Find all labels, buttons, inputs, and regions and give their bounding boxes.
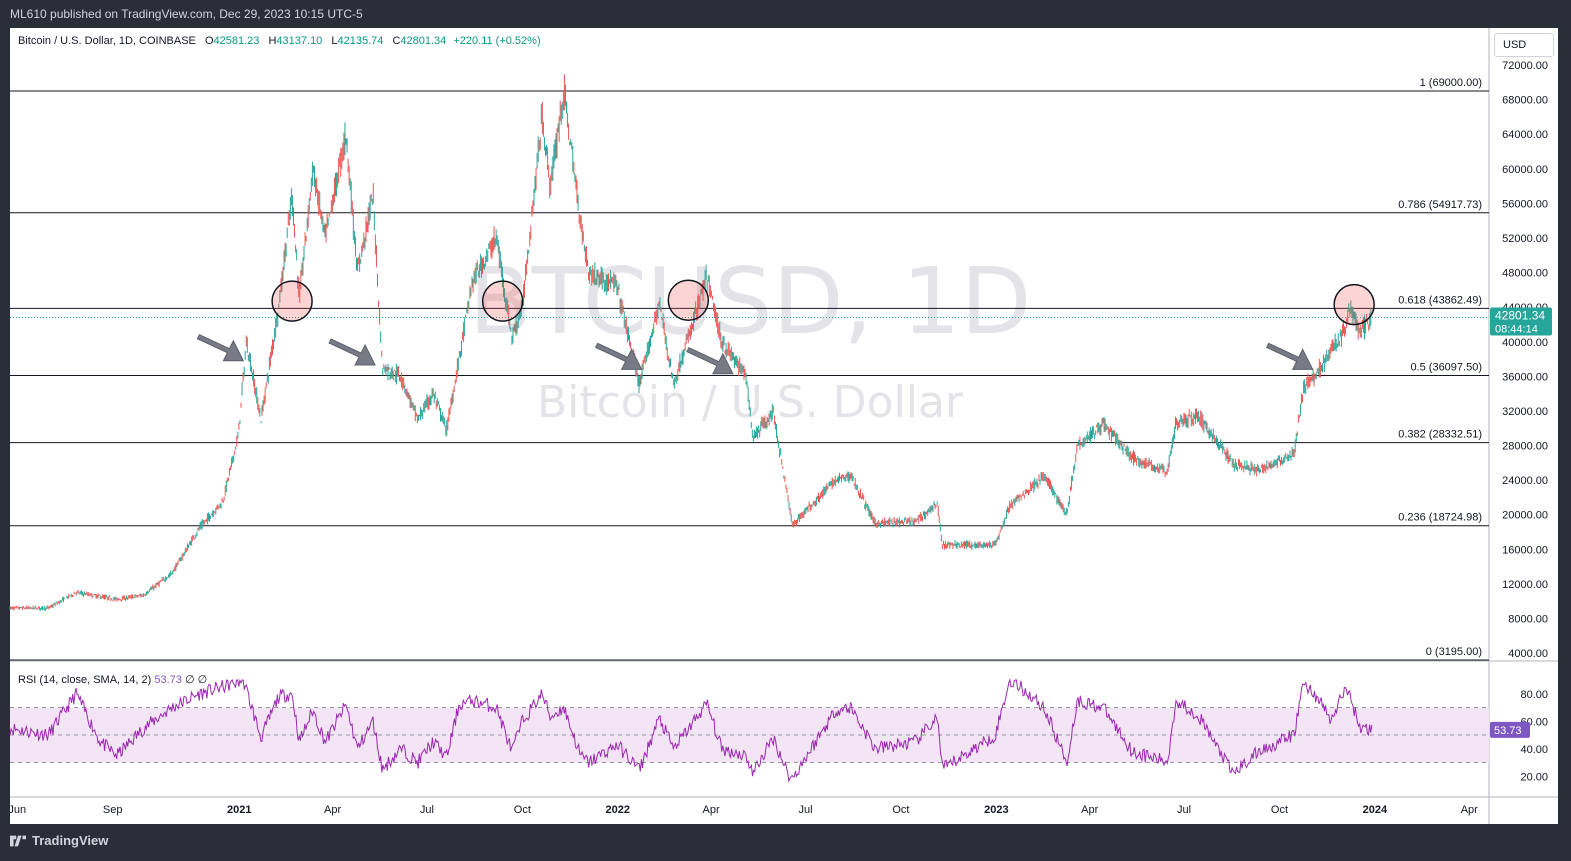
annotation-arrow — [594, 342, 643, 370]
high-value: 43137.10 — [276, 35, 323, 47]
price-tick-label: 16000.00 — [1502, 544, 1548, 556]
time-tick-label: Apr — [703, 804, 720, 816]
rsi-tick-label: 80.00 — [1520, 689, 1548, 701]
high-label: H — [268, 35, 277, 47]
arrow-shape — [328, 338, 376, 366]
tradingview-logo-icon — [10, 835, 26, 846]
price-tick-label: 12000.00 — [1502, 579, 1548, 591]
highlight-circle — [667, 279, 710, 322]
tradingview-logo[interactable]: TradingView — [10, 833, 108, 848]
annotation-arrow — [196, 334, 245, 362]
price-badge-countdown: 08:44:14 — [1495, 324, 1538, 336]
chart-legend-header: Bitcoin / U.S. Dollar, 1D, COINBASE O425… — [18, 35, 541, 47]
symbol-label: Bitcoin / U.S. Dollar, 1D, COINBASE — [18, 35, 196, 47]
price-tick-label: 60000.00 — [1502, 164, 1548, 176]
price-tick-label: 52000.00 — [1502, 233, 1548, 245]
rsi-line — [9, 678, 1373, 783]
time-tick-label: Apr — [1081, 804, 1098, 816]
time-tick-label: Jun — [8, 804, 26, 816]
open-value: 42581.23 — [213, 35, 260, 47]
price-tick-label: 68000.00 — [1502, 95, 1548, 107]
fib-label: 0.5 (36097.50) — [1410, 362, 1482, 374]
rsi-extra-1: ∅ — [184, 674, 195, 686]
time-tick-label: Jul — [798, 804, 812, 816]
rsi-value: 53.73 — [154, 674, 182, 686]
open-label: O — [204, 35, 214, 47]
candles — [9, 74, 1372, 611]
time-tick-label: 2024 — [1363, 804, 1388, 816]
low-label: L — [331, 35, 338, 47]
footer-brand: TradingView — [32, 833, 109, 848]
price-tick-label: 40000.00 — [1502, 337, 1548, 349]
time-tick-label: 2021 — [227, 804, 251, 816]
rsi-tick-label: 20.00 — [1520, 771, 1548, 783]
price-tick-label: 28000.00 — [1502, 441, 1548, 453]
rsi-tick-label: 40.00 — [1520, 744, 1548, 756]
price-tick-label: 72000.00 — [1502, 60, 1548, 72]
time-tick-label: 2023 — [984, 804, 1008, 816]
fib-label: 0.236 (18724.98) — [1398, 512, 1482, 524]
price-tick-label: 8000.00 — [1508, 613, 1548, 625]
time-tick-label: Jul — [1177, 804, 1191, 816]
time-tick-label: Oct — [1271, 804, 1288, 816]
close-value: 42801.34 — [400, 35, 447, 47]
watermark-symbol: BTCUSD, 1D — [469, 248, 1032, 355]
fib-label: 0.382 (28332.51) — [1398, 429, 1482, 441]
fib-label: 0.786 (54917.73) — [1398, 199, 1482, 211]
change-value: +220.11 (+0.52%) — [453, 35, 541, 47]
time-tick-label: 2022 — [606, 804, 630, 816]
arrow-shape — [594, 342, 643, 370]
rsi-legend-header: RSI (14, close, SMA, 14, 2) 53.73 ∅ ∅ — [18, 673, 207, 686]
publisher-bar: ML610 published on TradingView.com, Dec … — [0, 0, 1571, 28]
arrow-shape — [196, 334, 245, 362]
rsi-extra-2: ∅ — [197, 674, 208, 686]
price-tick-label: 64000.00 — [1502, 129, 1548, 141]
fib-label: 0.618 (43862.49) — [1398, 294, 1482, 306]
rsi-badge-value: 53.73 — [1494, 725, 1522, 737]
time-tick-label: Apr — [1461, 804, 1478, 816]
publisher-text: ML610 published on TradingView.com, Dec … — [10, 7, 363, 21]
close-label: C — [392, 35, 401, 47]
price-badge-value: 42801.34 — [1495, 309, 1545, 323]
annotation-arrow — [328, 338, 376, 366]
price-tick-label: 4000.00 — [1508, 648, 1548, 660]
time-tick-label: Jul — [420, 804, 434, 816]
time-tick-label: Oct — [892, 804, 909, 816]
price-tick-label: 20000.00 — [1502, 510, 1548, 522]
price-badge — [1490, 307, 1552, 336]
time-tick-label: Oct — [514, 804, 531, 816]
currency-button[interactable]: USD — [1494, 33, 1554, 57]
highlight-circle — [1333, 283, 1375, 326]
annotation-arrow — [686, 347, 734, 375]
annotation-arrow — [1266, 342, 1314, 370]
highlight-circle — [271, 280, 313, 322]
watermark-name: Bitcoin / U.S. Dollar — [537, 377, 964, 428]
price-tick-label: 32000.00 — [1502, 406, 1548, 418]
fib-label: 1 (69000.00) — [1420, 77, 1482, 89]
chart-frame[interactable] — [10, 28, 1558, 824]
price-tick-label: 56000.00 — [1502, 198, 1548, 210]
arrow-shape — [686, 347, 734, 375]
highlight-circle — [481, 280, 524, 322]
time-tick-label: Apr — [324, 804, 341, 816]
rsi-label: RSI (14, close, SMA, 14, 2) — [18, 674, 152, 686]
price-tick-label: 24000.00 — [1502, 475, 1548, 487]
arrow-shape — [1266, 342, 1314, 370]
rsi-badge — [1490, 721, 1530, 738]
price-tick-label: 48000.00 — [1502, 268, 1548, 280]
footer-bar — [0, 824, 1571, 861]
low-value: 42135.74 — [337, 35, 384, 47]
price-tick-label: 36000.00 — [1502, 371, 1548, 383]
fib-label: 0 (3195.00) — [1426, 646, 1482, 658]
time-tick-label: Sep — [103, 804, 123, 816]
